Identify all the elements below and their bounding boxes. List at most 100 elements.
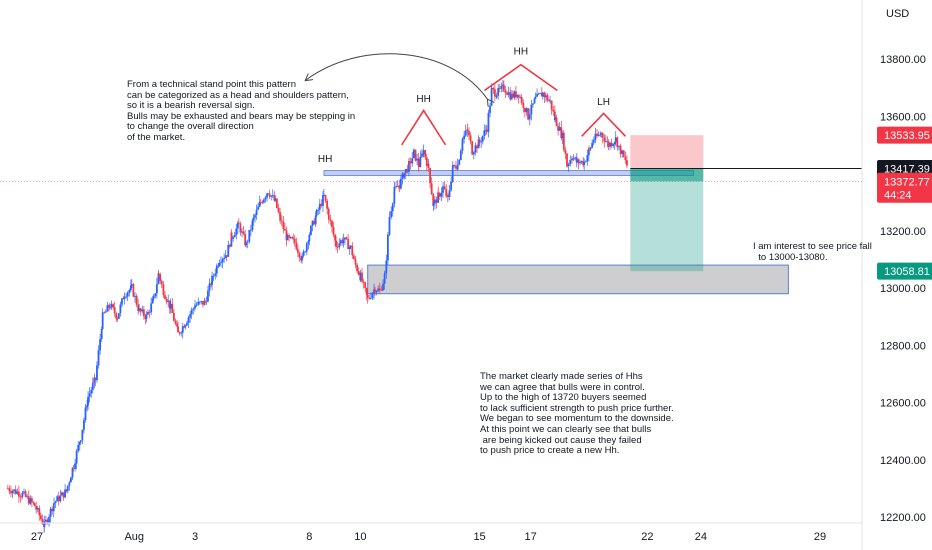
candle-body [144, 316, 147, 320]
candle-body [621, 150, 624, 154]
pattern-label: LH [597, 97, 610, 108]
candle-body [304, 251, 307, 253]
price-tick-label: 13800.00 [880, 54, 926, 66]
candle-body [411, 158, 414, 164]
candle-body [422, 150, 425, 154]
candle-body [361, 272, 363, 282]
open-pnl-zone [630, 168, 704, 182]
candle-body [359, 272, 362, 281]
candle-body [96, 365, 98, 381]
candle-body [495, 95, 498, 98]
candle-body [516, 94, 519, 98]
candle-body [607, 141, 610, 147]
candle-body [357, 271, 360, 275]
candle-body [267, 193, 269, 195]
candle-body [575, 159, 578, 163]
candle-body [459, 150, 462, 160]
candle-body [489, 105, 491, 114]
candle-body [173, 313, 175, 321]
candle-body [616, 137, 619, 147]
candle-body [292, 238, 295, 240]
candle-body [437, 192, 440, 194]
candle-body [334, 235, 337, 241]
candle-body [29, 498, 32, 504]
candle-body [362, 281, 365, 283]
candle-body [160, 280, 163, 285]
candle-body [572, 158, 575, 160]
candle-body [388, 218, 391, 235]
candle-body [395, 186, 397, 187]
candle-body [528, 114, 531, 120]
candle-body [614, 137, 617, 143]
candle-body [571, 158, 573, 160]
candle-body [586, 155, 589, 162]
candle-body [564, 149, 567, 154]
price-axis[interactable]: USD13800.0013600.0013400.0013200.0013000… [861, 0, 926, 550]
candle-body [48, 516, 50, 523]
candle-body [126, 292, 129, 297]
candle-body [561, 132, 564, 139]
candle-body [297, 249, 299, 253]
candle-body [70, 477, 72, 483]
price-tick-label: 12800.00 [880, 340, 926, 352]
candle-body [132, 284, 135, 297]
candle-body [345, 237, 348, 239]
candle-body [383, 273, 386, 275]
candle-body [6, 488, 9, 490]
candle-body [587, 148, 590, 156]
candle-body [438, 193, 441, 197]
candle-body [291, 236, 294, 239]
time-tick-label: 29 [814, 531, 826, 543]
price-badge [877, 126, 932, 144]
candle-body [123, 296, 126, 300]
candle-body [318, 203, 321, 210]
candle-body [313, 220, 315, 225]
candle-body [235, 228, 238, 236]
pattern-peak-marker [483, 63, 558, 92]
note-analysis: The market clearly made series of Hhs we… [480, 371, 674, 457]
candle-body [554, 117, 556, 120]
candle-body [295, 242, 298, 250]
candle-body [275, 198, 278, 208]
candle-body [195, 304, 198, 306]
candle-body [398, 185, 401, 189]
candle-body [254, 215, 256, 218]
candle-body [117, 313, 120, 319]
candle-body [71, 467, 74, 478]
candle-body [385, 260, 388, 274]
candle-body [323, 194, 325, 196]
price-tick-label: 13200.00 [880, 226, 926, 238]
candle-body [507, 92, 510, 95]
candle-body [579, 162, 581, 164]
candle-body [365, 287, 368, 295]
candle-body [408, 161, 410, 162]
candle-body [435, 199, 438, 203]
candle-body [93, 377, 96, 384]
candle-body [150, 303, 153, 313]
candle-body [301, 255, 303, 261]
candle-body [390, 211, 393, 218]
candle-body [480, 141, 483, 143]
candle-body [261, 202, 264, 204]
candle-body [612, 144, 615, 146]
candle-body [348, 247, 351, 250]
candle-body [537, 93, 540, 95]
candle-body [393, 191, 396, 204]
candle-body [103, 312, 106, 314]
candle-body [192, 308, 195, 310]
candle-body [300, 257, 302, 261]
candles [6, 80, 628, 533]
candle-body [414, 149, 417, 161]
candle-body [591, 142, 594, 148]
candle-body [237, 222, 240, 224]
candle-body [541, 92, 544, 97]
candle-body [349, 245, 352, 248]
candle-body [520, 96, 523, 103]
candle-body [164, 295, 166, 299]
candle-body [344, 237, 346, 240]
time-axis[interactable]: 27 Aug 3 8 10 15 17 22 24 29 [0, 522, 862, 543]
candle-body [545, 95, 547, 98]
candle-body [440, 192, 443, 197]
candle-body [228, 244, 231, 247]
